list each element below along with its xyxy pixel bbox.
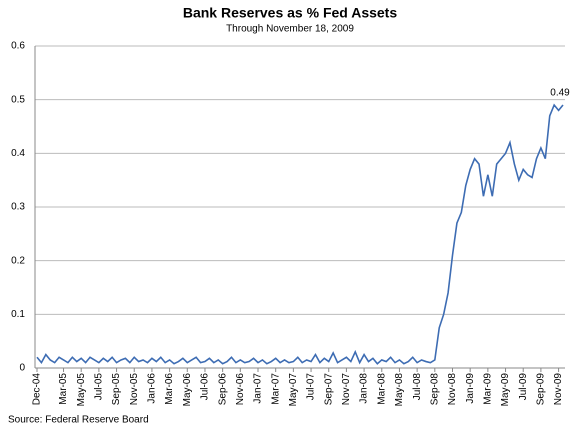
data-line [36, 103, 564, 365]
x-tick-label: Mar-08 [376, 373, 387, 405]
y-tick-label: 0.2 [11, 255, 25, 266]
x-tick-label: Sep-07 [323, 373, 334, 406]
x-tick-label: May-07 [288, 373, 299, 407]
x-tick-label: Jul-06 [200, 373, 211, 401]
y-tick-label: 0.1 [11, 309, 25, 320]
x-tick-label: Jul-08 [412, 373, 423, 401]
y-tick-label: 0.4 [11, 148, 25, 159]
x-tick-label: Jul-09 [518, 373, 529, 401]
source-note: Source: Federal Reserve Board [8, 415, 149, 426]
x-tick-label: Nov-05 [129, 373, 140, 406]
x-tick-label: Jul-05 [94, 373, 105, 401]
chart-subtitle: Through November 18, 2009 [226, 24, 354, 35]
chart-title: Bank Reserves as % Fed Assets [183, 5, 397, 21]
y-tick-label: 0.3 [11, 202, 25, 213]
value-annotation: 0.49 [550, 88, 570, 99]
x-tick-label: Jan-09 [465, 373, 476, 404]
x-tick-label: Jul-07 [306, 373, 317, 401]
x-tick-label: Jan-06 [147, 373, 158, 404]
x-tick-label: Sep-09 [536, 373, 547, 406]
y-tick-label: 0.5 [11, 94, 25, 105]
x-tick-label: May-06 [182, 373, 193, 407]
x-tick-label: Jan-07 [253, 373, 264, 404]
x-tick-label: Sep-05 [111, 373, 122, 406]
x-tick-label: Sep-06 [217, 373, 228, 406]
y-tick-label: 0.6 [11, 41, 25, 52]
x-tick-label: Mar-09 [482, 373, 493, 405]
x-tick-label: Nov-06 [235, 373, 246, 406]
x-tick-label: Mar-07 [270, 373, 281, 405]
x-tick-label: Mar-06 [164, 373, 175, 405]
x-tick-label: Nov-08 [447, 373, 458, 406]
x-tick-label: May-08 [394, 373, 405, 407]
x-tick-label: Sep-08 [429, 373, 440, 406]
x-tick-label: May-05 [76, 373, 87, 407]
x-tick-label: Mar-05 [58, 373, 69, 405]
x-tick-label: May-09 [500, 373, 511, 407]
x-tick-label: Nov-09 [553, 373, 564, 406]
x-tick-label: Jan-08 [359, 373, 370, 404]
x-tick-label: Dec-04 [32, 373, 43, 406]
x-tick-label: Nov-07 [341, 373, 352, 406]
y-tick-label: 0 [19, 363, 25, 374]
